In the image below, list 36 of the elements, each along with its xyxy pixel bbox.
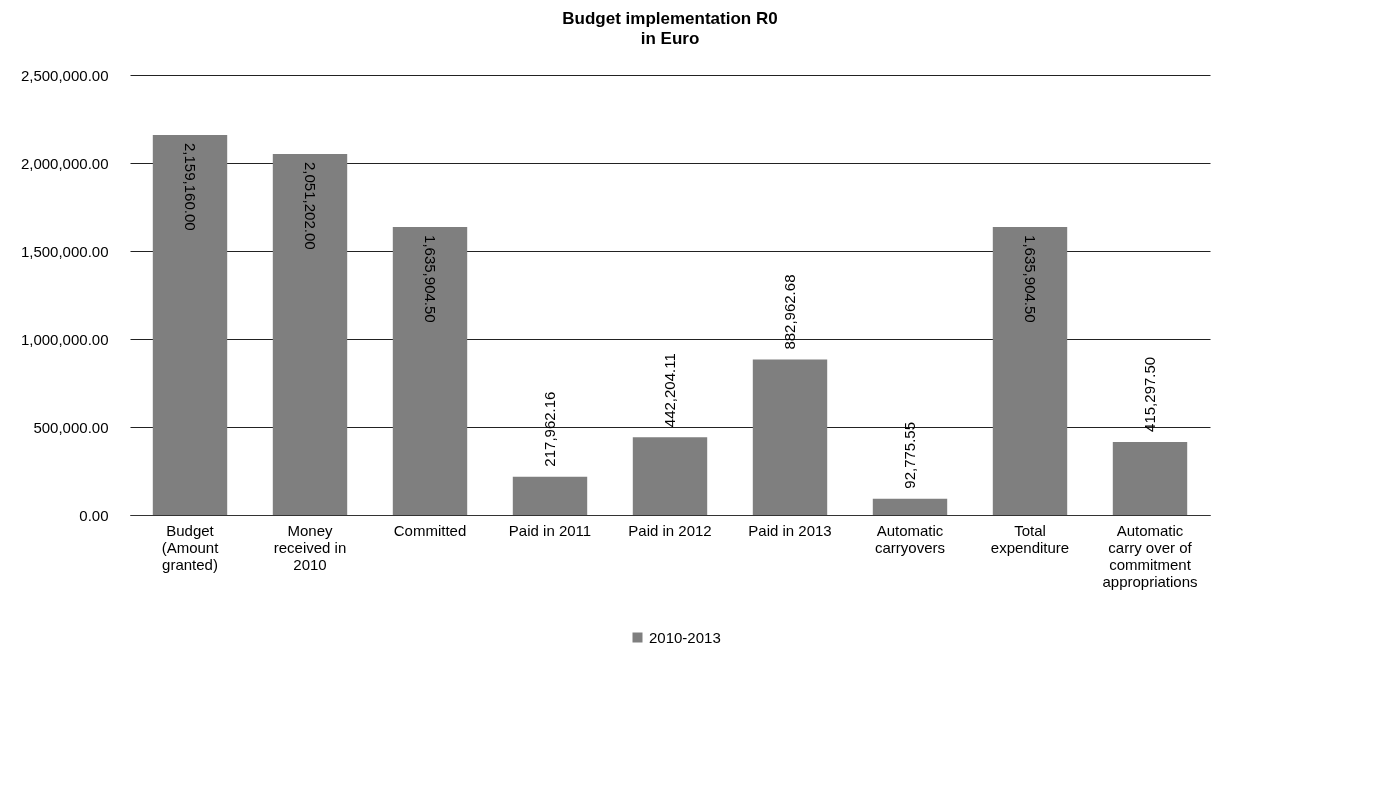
y-tick-label: 500,000.00 bbox=[33, 418, 109, 436]
bar bbox=[872, 498, 948, 515]
bar bbox=[992, 227, 1068, 515]
data-label: 882,962.68 bbox=[781, 274, 798, 350]
legend-label: 2010-2013 bbox=[649, 628, 721, 646]
x-tick-label: Paid in 2012 bbox=[628, 521, 712, 539]
bar bbox=[392, 227, 468, 515]
chart-title: Budget implementation R0 bbox=[562, 9, 778, 28]
data-label: 415,297.50 bbox=[1141, 356, 1158, 432]
x-tick-label: Budget (Amount granted) bbox=[161, 521, 220, 573]
bar bbox=[752, 359, 828, 515]
data-label: 2,159,160.00 bbox=[182, 142, 199, 231]
y-tick-label: 0.00 bbox=[79, 506, 109, 524]
data-label: 217,962.16 bbox=[541, 391, 558, 467]
x-tick-label: Automatic carry over of commitment appropriations bbox=[1102, 521, 1198, 590]
chart-subtitle: in Euro bbox=[640, 29, 700, 48]
bar bbox=[632, 437, 708, 515]
x-tick-label: Paid in 2013 bbox=[748, 521, 832, 539]
x-tick-label: Money received in 2010 bbox=[273, 521, 347, 573]
data-label: 442,204.11 bbox=[661, 353, 678, 428]
bar bbox=[512, 476, 588, 515]
data-label: 2,051,202.00 bbox=[302, 161, 319, 250]
x-tick-label: Committed bbox=[393, 521, 467, 539]
y-tick-label: 1,000,000.00 bbox=[20, 330, 109, 348]
y-tick-label: 2,000,000.00 bbox=[20, 154, 109, 172]
bar bbox=[272, 153, 348, 515]
bar bbox=[1112, 441, 1188, 515]
x-tick-label: Paid in 2011 bbox=[508, 521, 592, 539]
y-tick-label: 1,500,000.00 bbox=[20, 242, 109, 260]
y-tick-label: 2,500,000.00 bbox=[20, 66, 109, 84]
data-label: 1,635,904.50 bbox=[422, 235, 439, 323]
bar bbox=[152, 134, 228, 515]
x-tick-label: Total expenditure bbox=[990, 521, 1070, 556]
data-label: 1,635,904.50 bbox=[1022, 235, 1039, 323]
x-tick-label: Automatic carryovers bbox=[874, 521, 946, 556]
data-label: 92,775.55 bbox=[901, 421, 918, 489]
